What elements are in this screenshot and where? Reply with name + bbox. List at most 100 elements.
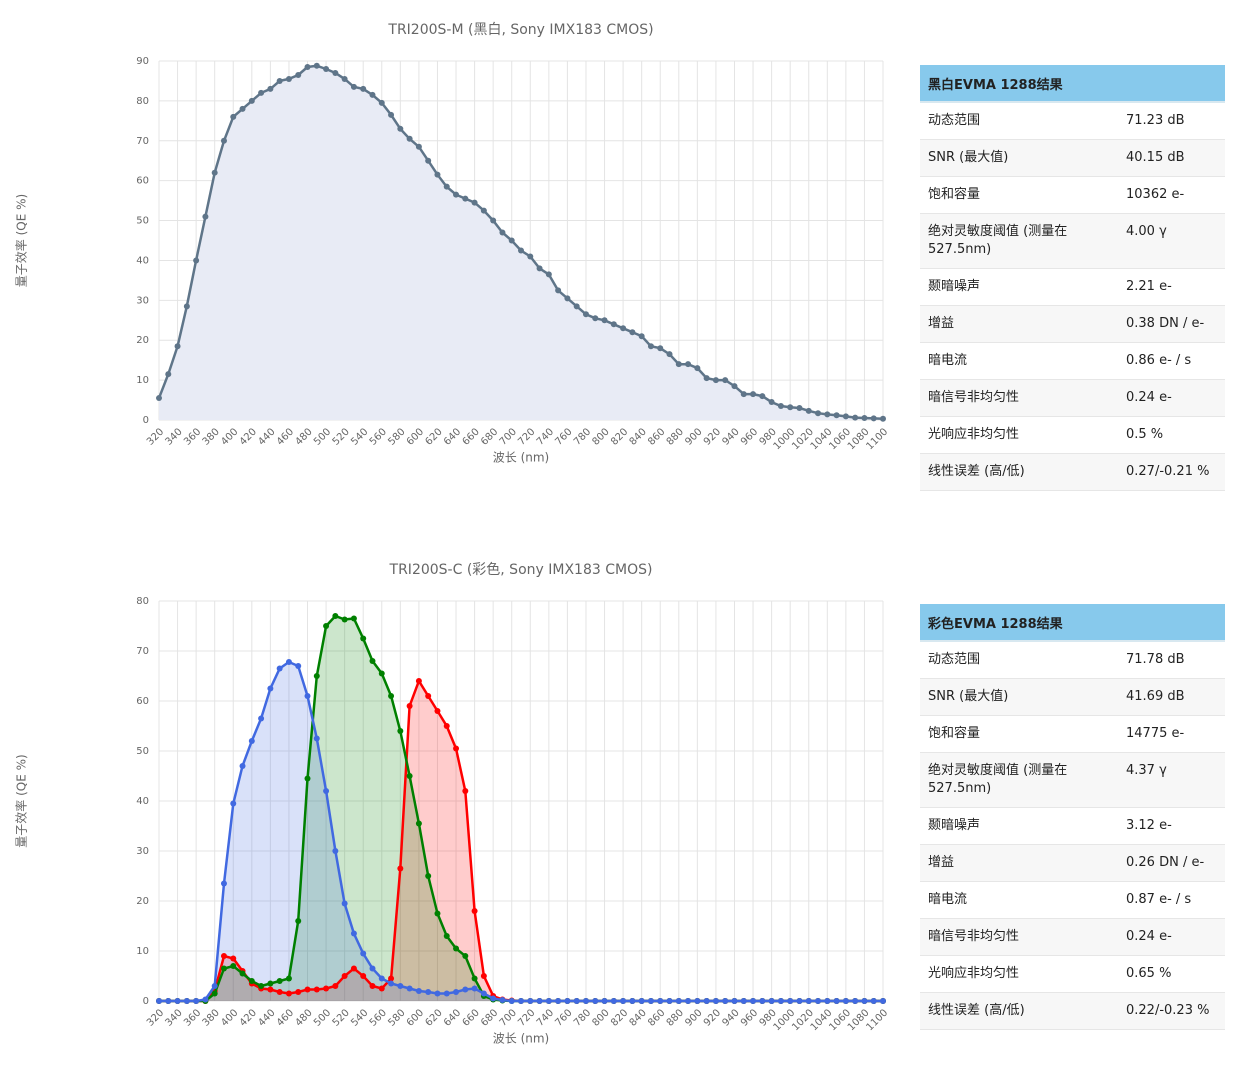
table-row: 饱和容量 10362 e- [920, 176, 1225, 214]
x-tick-label: 600 [405, 1007, 426, 1028]
metric-value: 41.69 dB [1118, 678, 1225, 716]
metric-name: 线性误差 (高/低) [920, 453, 1118, 491]
data-point [471, 985, 478, 992]
metric-value: 71.78 dB [1118, 641, 1225, 679]
data-point [415, 678, 422, 684]
table-title: 黑白EVMA 1288结果 [920, 65, 1225, 103]
x-tick-label: 420 [238, 1007, 259, 1028]
data-point [183, 303, 190, 310]
data-point [518, 247, 524, 254]
data-point [304, 775, 311, 782]
y-tick-label: 60 [136, 696, 149, 707]
metric-name: 颞暗噪声 [920, 807, 1118, 845]
data-point [759, 393, 766, 400]
x-tick-label: 420 [238, 426, 259, 447]
y-tick-label: 50 [136, 216, 149, 227]
data-point [220, 880, 227, 887]
x-tick-label: 880 [665, 426, 686, 447]
data-point [833, 998, 840, 1004]
y-tick-label: 20 [136, 896, 149, 907]
x-tick-label: 520 [331, 426, 352, 447]
results-table: 彩色EVMA 1288结果 动态范围 71.78 dB SNR (最大值) 41.69 … [920, 604, 1225, 1030]
data-point [582, 998, 589, 1004]
data-point [156, 395, 162, 402]
x-tick-label: 640 [442, 426, 463, 447]
metric-value: 0.27/-0.21 % [1118, 453, 1225, 491]
data-point [443, 990, 450, 997]
data-point [267, 986, 274, 993]
x-tick-label: 660 [461, 426, 482, 447]
x-tick-label: 460 [275, 426, 296, 447]
data-point [332, 69, 339, 76]
data-point [647, 343, 654, 350]
data-point [545, 998, 552, 1004]
data-point [285, 659, 292, 665]
data-point [666, 351, 673, 358]
data-point [350, 83, 357, 90]
data-point [499, 997, 506, 1003]
metric-name: 动态范围 [920, 641, 1118, 679]
x-tick-label: 740 [535, 426, 556, 447]
y-tick-label: 80 [136, 96, 149, 107]
data-point [174, 998, 181, 1004]
x-tick-label: 860 [646, 426, 667, 447]
metric-name: 饱和容量 [920, 715, 1118, 753]
data-point [360, 950, 367, 957]
data-point [295, 918, 302, 924]
data-point [685, 361, 692, 368]
y-tick-label: 10 [136, 375, 149, 386]
table-row: 颞暗噪声 2.21 e- [920, 268, 1225, 306]
y-tick-label: 60 [136, 176, 149, 187]
x-tick-label: 700 [498, 1007, 519, 1028]
data-point [267, 85, 274, 92]
data-point [341, 75, 348, 82]
data-point [685, 998, 692, 1004]
x-axis-label: 波长 (nm) [493, 451, 549, 465]
metric-value: 0.5 % [1118, 416, 1225, 454]
data-point [304, 693, 311, 699]
metric-name: 光响应非均匀性 [920, 955, 1118, 993]
metric-value: 0.86 e- / s [1118, 342, 1225, 380]
data-point [341, 900, 348, 907]
y-tick-label: 30 [136, 295, 149, 306]
data-point [378, 670, 385, 677]
data-point [248, 738, 255, 744]
table-row: 暗电流 0.87 e- / s [920, 881, 1225, 919]
x-tick-label: 320 [145, 1007, 166, 1028]
table-title: 彩色EVMA 1288结果 [920, 604, 1225, 642]
data-point [722, 377, 729, 384]
y-tick-label: 40 [136, 796, 149, 807]
data-point [508, 237, 515, 244]
data-point [378, 99, 385, 106]
data-point [397, 983, 404, 989]
data-point [471, 199, 478, 206]
x-tick-label: 540 [349, 1007, 370, 1028]
data-point [295, 71, 302, 78]
x-tick-label: 640 [442, 1007, 463, 1028]
data-point [388, 111, 395, 118]
data-point [880, 998, 886, 1004]
metric-name: 增益 [920, 305, 1118, 343]
x-axis-label: 波长 (nm) [493, 1032, 549, 1046]
x-tick-label: 560 [368, 426, 389, 447]
y-tick-label: 50 [136, 746, 149, 757]
chart-title: TRI200S-C (彩色, Sony IMX183 CMOS) [389, 561, 653, 578]
data-point [750, 998, 757, 1004]
data-point [796, 998, 803, 1004]
data-point [490, 995, 497, 1002]
data-point [388, 975, 395, 982]
x-tick-label: 380 [201, 1007, 222, 1028]
x-tick-label: 480 [293, 426, 314, 447]
chart-title: TRI200S-M (黑白, Sony IMX183 CMOS) [387, 22, 653, 38]
y-tick-label: 10 [136, 946, 149, 957]
data-point [462, 195, 469, 202]
data-point [434, 708, 441, 714]
metric-name: 增益 [920, 844, 1118, 882]
data-point [276, 77, 283, 84]
data-point [453, 745, 460, 752]
data-point [313, 735, 320, 742]
data-point [453, 945, 460, 952]
metric-name: 光响应非均匀性 [920, 416, 1118, 454]
data-point [165, 998, 172, 1004]
